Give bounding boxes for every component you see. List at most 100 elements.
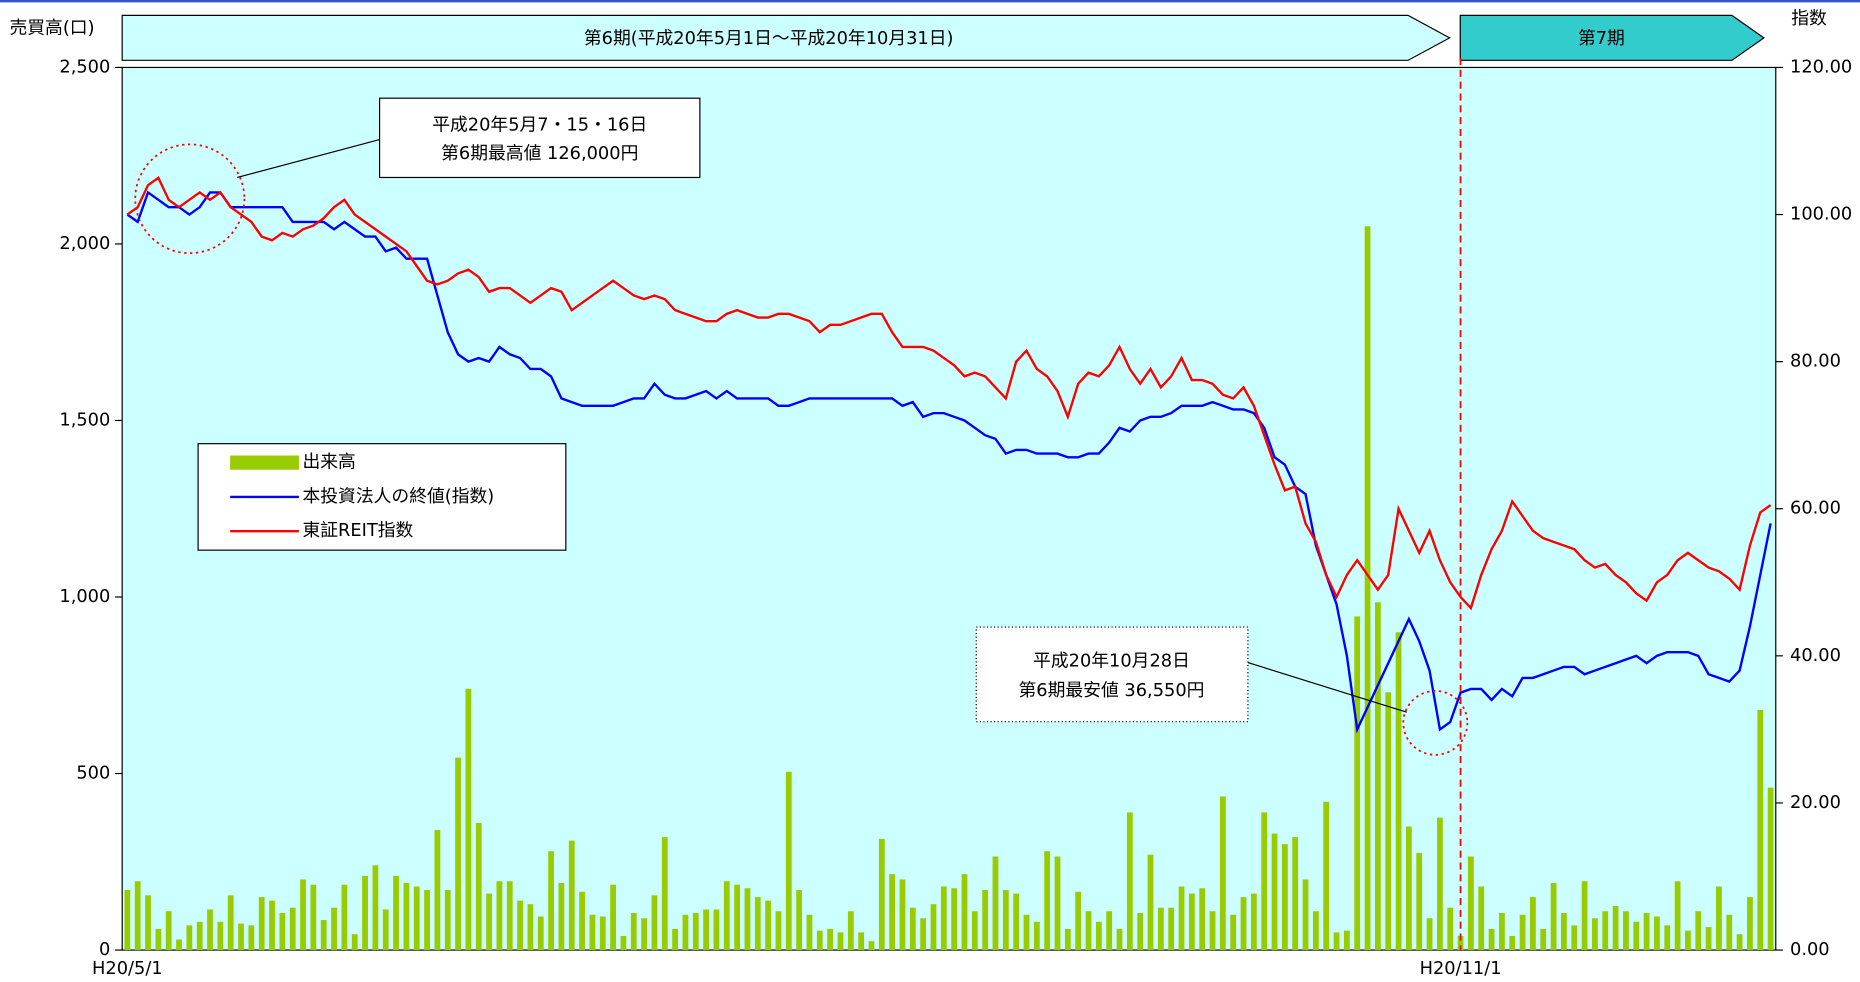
bar [269, 900, 275, 951]
bar [1457, 935, 1464, 951]
bar [1343, 930, 1350, 951]
bar [827, 928, 834, 951]
period-label: 第6期(平成20年5月1日～平成20年10月31日) [584, 28, 954, 49]
bar [1426, 918, 1433, 951]
highlight-circle [1402, 690, 1469, 756]
bar [362, 875, 368, 951]
bar [734, 884, 741, 951]
bar [672, 928, 678, 951]
bar [1292, 837, 1299, 951]
bar [1240, 897, 1247, 951]
bar [1468, 856, 1474, 951]
bar [1571, 925, 1578, 951]
bar [1033, 921, 1040, 951]
bar [775, 911, 782, 951]
bar [382, 909, 389, 951]
bar [744, 888, 751, 951]
bar [227, 895, 234, 951]
bar [1664, 925, 1671, 951]
bar [537, 916, 544, 951]
annotation: 平成20年10月28日 [1033, 650, 1190, 671]
annotation: 平成20年5月7・15・16日 [432, 114, 647, 135]
bar [475, 822, 482, 951]
bar [1281, 844, 1288, 951]
bar [754, 897, 761, 951]
bar [641, 918, 647, 951]
bar [1602, 911, 1609, 951]
bar [207, 909, 213, 951]
overlay: 平成20年5月7・15・16日 第6期最高値 126,000円 平成20年10月… [134, 57, 1469, 951]
bar [1581, 881, 1588, 951]
period-label: 第7期 [1578, 28, 1625, 49]
bar [403, 882, 410, 951]
bar [300, 879, 306, 951]
bar [961, 874, 968, 951]
bar [1302, 879, 1309, 951]
bar [1250, 893, 1257, 951]
bar [1643, 912, 1650, 951]
bar [1054, 856, 1061, 951]
bar [610, 884, 616, 951]
bar [878, 838, 885, 951]
bar [992, 856, 999, 951]
x-tick-label: H20/11/1 [1420, 959, 1502, 979]
bar [589, 914, 596, 951]
legend-swatch [230, 455, 299, 470]
y-tick-label: 500 [76, 764, 110, 784]
bar [971, 911, 978, 951]
annotation: 第6期最安値 36,550円 [1019, 680, 1205, 701]
bar [1416, 852, 1423, 951]
bar [1199, 888, 1206, 951]
bar [1519, 914, 1526, 951]
bar [176, 939, 182, 951]
bar [1364, 226, 1371, 951]
bar [1436, 817, 1443, 951]
y2-tick-label: 0.00 [1790, 940, 1830, 960]
bar [1695, 911, 1702, 951]
y-tick-label: 2,000 [59, 234, 110, 254]
y-tick-label: 1,000 [59, 587, 110, 607]
bar [785, 771, 792, 951]
bar [1540, 928, 1547, 951]
bar [289, 907, 296, 951]
bar [1354, 616, 1361, 951]
bar [1085, 911, 1092, 951]
bar [796, 890, 803, 951]
bar [1633, 921, 1640, 951]
bar [713, 909, 720, 951]
bar [1654, 916, 1660, 951]
bar [248, 925, 255, 951]
bar [568, 840, 575, 951]
bar [1499, 912, 1505, 951]
callout-line [1247, 661, 1408, 713]
bar [517, 900, 523, 951]
bar [186, 925, 193, 951]
bar [1106, 911, 1113, 951]
bar [1209, 911, 1216, 951]
line-series [126, 190, 1772, 734]
y-axis-title: 売買高(口) [9, 17, 94, 38]
y2-tick-label: 40.00 [1790, 646, 1841, 666]
x-tick-label: H20/5/1 [92, 959, 163, 979]
bar [506, 881, 513, 951]
bar [1271, 833, 1278, 951]
y2-tick-label: 120.00 [1790, 57, 1852, 77]
bar [1075, 891, 1082, 951]
bar [331, 907, 337, 951]
bar [1488, 928, 1495, 951]
bar [1561, 912, 1567, 951]
bar [837, 932, 844, 951]
bar [1261, 812, 1268, 951]
bar [1447, 907, 1454, 951]
bar [1312, 911, 1319, 951]
bar [920, 918, 927, 951]
bar [723, 881, 730, 951]
annotation-box [975, 626, 1249, 723]
bar [238, 923, 244, 951]
bar [951, 888, 958, 951]
bar [858, 932, 865, 951]
bar [341, 884, 348, 951]
bar [134, 881, 141, 951]
bar [1623, 911, 1629, 951]
